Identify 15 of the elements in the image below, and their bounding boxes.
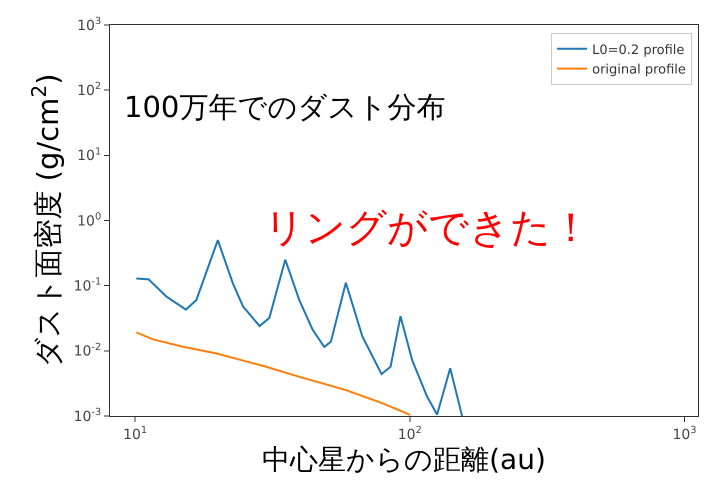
x-tick-label: 10$^{1}$ <box>123 424 148 443</box>
y-tick-label: 10$^{-2}$ <box>74 342 102 360</box>
y-tick-label: 10$^{-3}$ <box>74 407 102 425</box>
x-tick-label: 10$^{2}$ <box>398 424 422 443</box>
legend-label: original profile <box>592 62 686 78</box>
y-tick-label: 10$^{0}$ <box>77 212 102 230</box>
annotation: リングができた！ <box>264 205 591 251</box>
y-tick-label: 10$^{2}$ <box>77 81 102 100</box>
annotation: 100万年でのダスト分布 <box>124 90 446 124</box>
y-tick-label: 10$^{1}$ <box>77 146 102 164</box>
x-tick-label: 10$^{3}$ <box>672 424 697 443</box>
legend-label: L0=0.2 profile <box>592 42 684 58</box>
y-tick-label: 10$^{3}$ <box>77 16 102 34</box>
x-axis-title: 中心星からの距離(au) <box>262 442 546 476</box>
y-tick-label: 10$^{-1}$ <box>74 276 102 295</box>
